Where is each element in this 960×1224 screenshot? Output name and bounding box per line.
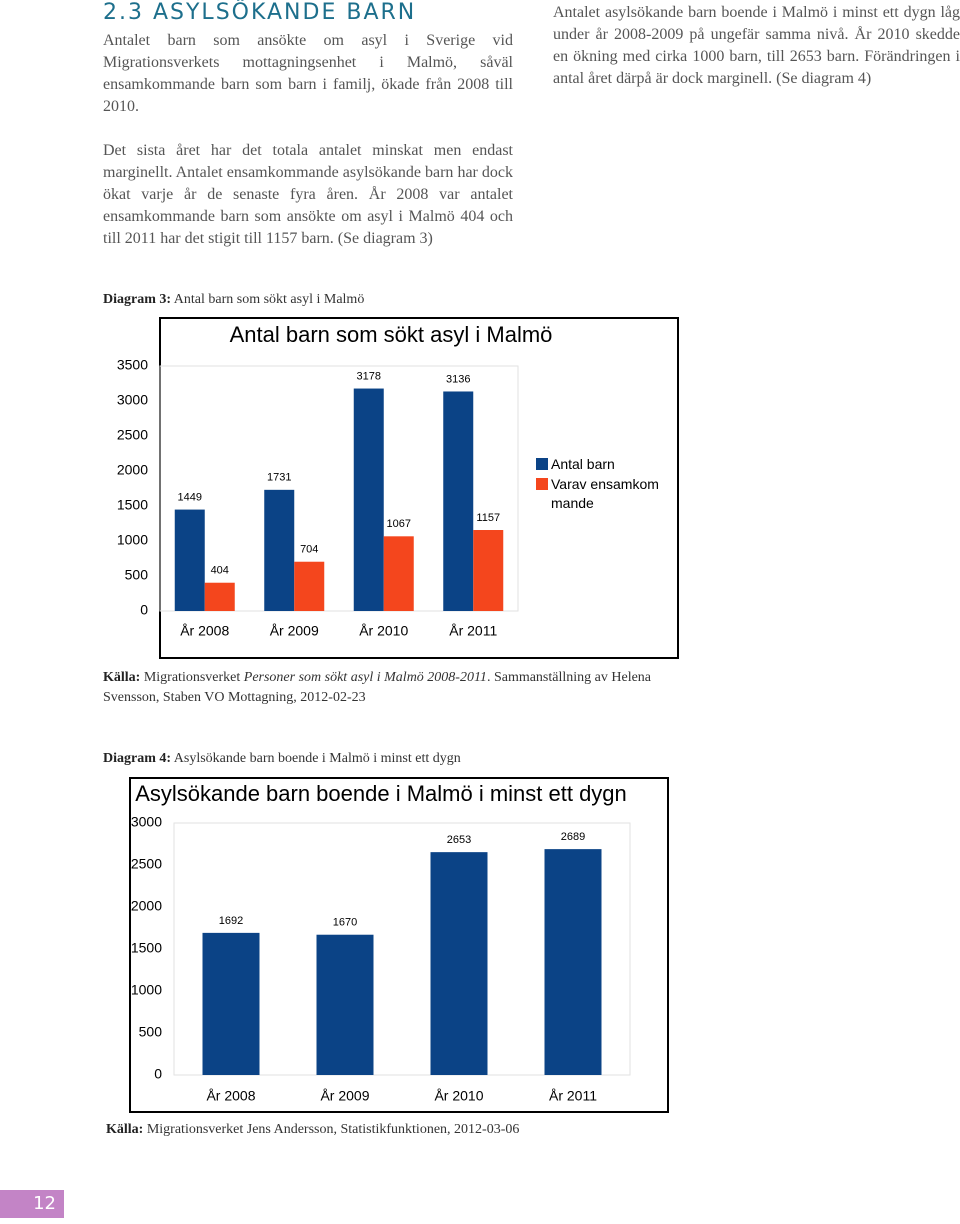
chart: Antal barn som sökt asyl i Malmö 0 500 1000…	[117, 317, 679, 659]
y-tick-label: 0	[140, 602, 148, 618]
data-label: 1692	[219, 915, 243, 927]
bar	[353, 388, 384, 611]
y-tick-label: 1500	[117, 497, 148, 513]
legend-label: Antal barn	[551, 456, 615, 472]
paragraph: Antalet barn som ansökte om asyl i Sveri…	[103, 32, 513, 115]
source: Källa: Migrationsverket Jens Andersson, …	[106, 1122, 519, 1138]
source-label: Källa:	[106, 1122, 144, 1137]
caption: Diagram 3: Antal barn som sökt asyl i Ma…	[103, 292, 364, 308]
data-label: 704	[300, 544, 318, 556]
source-label: Källa:	[103, 670, 141, 685]
legend-label: Varav ensamkommande	[551, 476, 659, 511]
caption-text: Asylsökande barn boende i Malmö i minst …	[173, 751, 461, 766]
source-text: Migrationsverket	[143, 670, 241, 685]
x-tick-label: År 2009	[320, 1088, 369, 1104]
source-title: Personer som sökt asyl i Malmö 2008-2011	[243, 670, 487, 685]
source: Källa: Migrationsverket Personer som sök…	[103, 668, 703, 708]
data-label: 1670	[333, 917, 357, 929]
caption-text: Antal barn som sökt asyl i Malmö	[173, 292, 365, 307]
data-label: 1157	[476, 512, 500, 524]
data-label: 3136	[446, 373, 470, 385]
chart-frame	[129, 777, 669, 1113]
data-label: 1731	[267, 472, 291, 484]
x-tick-label: År 2008	[180, 623, 229, 639]
y-tick-label: 500	[139, 1024, 163, 1040]
page-number: 12	[0, 1190, 64, 1218]
chart-title: Asylsökande barn boende i Malmö i minst …	[135, 781, 627, 806]
bar	[316, 934, 374, 1075]
legend-entry: Varav ensamkommande	[551, 476, 659, 511]
x-tick-label: År 2010	[434, 1088, 483, 1104]
bar	[473, 530, 504, 611]
legend-swatch	[536, 458, 548, 470]
data-label: 1449	[178, 491, 202, 503]
y-tick-label: 1000	[131, 982, 162, 998]
plot-frame	[173, 822, 631, 1076]
x-tick-label: År 2011	[449, 623, 497, 639]
x-tick-label: År 2010	[359, 623, 408, 639]
y-tick-label: 1500	[131, 940, 162, 956]
y-tick-label: 0	[154, 1066, 162, 1082]
y-tick-label: 3000	[131, 814, 162, 830]
legend-entry: Antal barn	[551, 456, 615, 472]
data-label: 1067	[387, 518, 411, 530]
paragraph: Det sista året har det totala antalet mi…	[103, 142, 513, 247]
right-column: Antalet asylsökande barn boende i Malmö …	[553, 2, 960, 90]
bar	[430, 852, 488, 1075]
bar	[202, 932, 260, 1075]
x-tick-label: År 2009	[270, 623, 319, 639]
source-text: . Sammanställning av Helena Svensson, St…	[103, 670, 652, 705]
y-tick-label: 500	[125, 567, 149, 583]
plot-frame	[159, 365, 519, 612]
legend-swatch	[536, 478, 548, 490]
bar	[294, 561, 325, 611]
bar	[443, 391, 474, 611]
caption-label: Diagram 4:	[103, 751, 172, 766]
y-tick-label: 2500	[131, 856, 162, 872]
y-tick-label: 1000	[117, 532, 148, 548]
y-tick-label: 2000	[131, 898, 162, 914]
bar	[204, 582, 235, 611]
bar	[174, 509, 205, 611]
y-tick-label: 3500	[117, 357, 148, 373]
caption-label: Diagram 3:	[103, 292, 172, 307]
chart: Asylsökande barn boende i Malmö i minst …	[129, 777, 669, 1113]
data-label: 2689	[561, 831, 585, 843]
section-heading: 2.3 ASYLSÖKANDE BARN	[103, 0, 417, 25]
data-label: 2653	[447, 834, 471, 846]
paragraph: Antalet asylsökande barn boende i Malmö …	[553, 4, 960, 87]
left-column: Antalet barn som ansökte om asyl i Sveri…	[103, 30, 513, 250]
source-text: Migrationsverket Jens Andersson, Statist…	[146, 1122, 520, 1137]
y-tick-label: 3000	[117, 392, 148, 408]
chart-title: Antal barn som sökt asyl i Malmö	[230, 322, 553, 347]
caption: Diagram 4: Asylsökande barn boende i Mal…	[103, 751, 461, 767]
y-tick-label: 2500	[117, 427, 148, 443]
data-label: 3178	[357, 370, 381, 382]
data-label: 404	[211, 565, 229, 577]
bar	[383, 536, 414, 611]
x-tick-label: År 2011	[549, 1088, 597, 1104]
y-tick-label: 2000	[117, 462, 148, 478]
x-tick-label: År 2008	[206, 1088, 255, 1104]
bar	[544, 849, 602, 1075]
bar	[264, 489, 295, 611]
